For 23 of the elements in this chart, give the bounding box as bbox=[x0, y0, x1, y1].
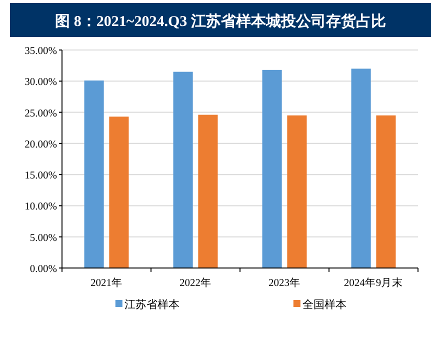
bar bbox=[287, 115, 307, 268]
legend-label: 江苏省样本 bbox=[124, 298, 180, 311]
x-tick-label: 2024年9月末 bbox=[344, 276, 404, 289]
y-tick-label: 30.00% bbox=[24, 77, 58, 88]
y-tick-label: 20.00% bbox=[24, 139, 58, 150]
y-tick-label: 0.00% bbox=[30, 264, 58, 275]
bar bbox=[173, 72, 193, 268]
x-tick-label: 2021年 bbox=[90, 277, 122, 289]
bar bbox=[351, 68, 371, 268]
y-tick-label: 25.00% bbox=[24, 108, 58, 120]
chart-title: 图 8：2021~2024.Q3 江苏省样本城投公司存货占比 bbox=[55, 13, 386, 30]
bar bbox=[109, 116, 129, 268]
bar bbox=[198, 114, 218, 268]
bar bbox=[84, 80, 104, 268]
y-tick-label: 5.00% bbox=[30, 232, 58, 244]
legend-label: 全国样本 bbox=[302, 298, 346, 311]
x-tick-label: 2023年 bbox=[268, 277, 300, 289]
x-tick-label: 2022年 bbox=[180, 277, 212, 289]
bar bbox=[376, 115, 396, 268]
y-tick-label: 35.00% bbox=[24, 46, 58, 57]
bar bbox=[262, 70, 282, 268]
y-tick-label: 15.00% bbox=[24, 170, 58, 182]
y-tick-label: 10.00% bbox=[24, 202, 58, 213]
